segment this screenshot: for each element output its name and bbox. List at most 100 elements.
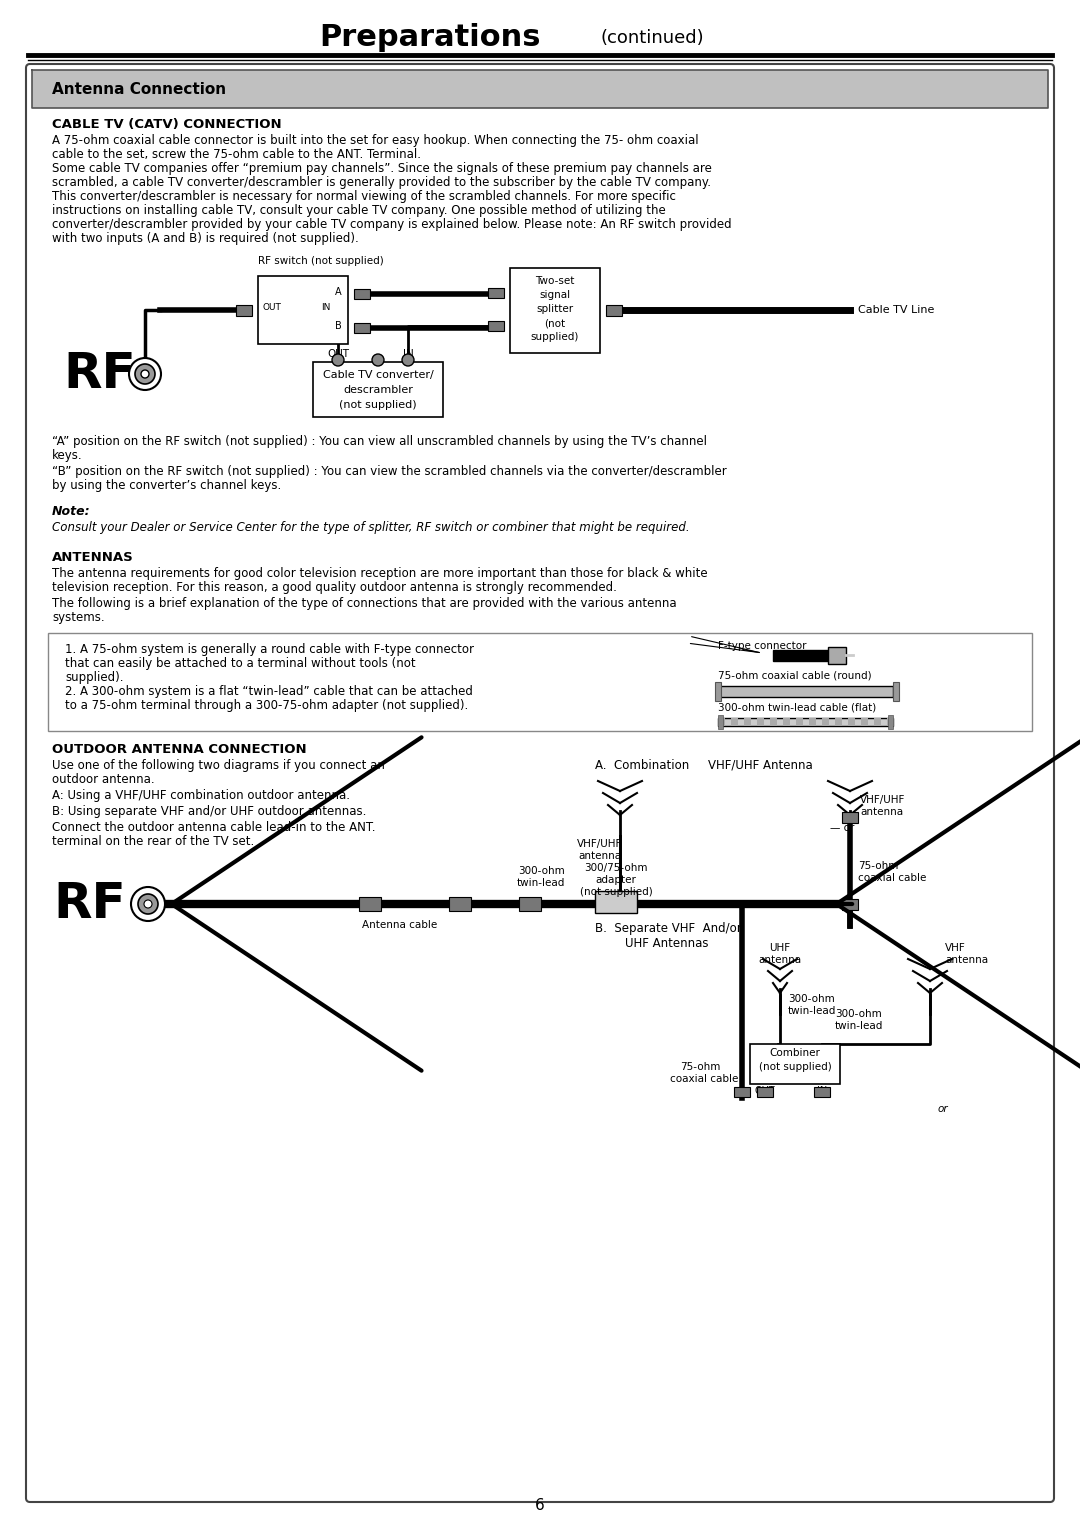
Bar <box>773 651 828 661</box>
Text: IN: IN <box>322 302 330 312</box>
Text: OUT: OUT <box>327 350 349 359</box>
Text: (not: (not <box>544 318 566 328</box>
Text: by using the converter’s channel keys.: by using the converter’s channel keys. <box>52 479 281 492</box>
Text: F-type connector: F-type connector <box>718 641 807 651</box>
Text: RF: RF <box>64 350 136 399</box>
Circle shape <box>144 899 152 909</box>
Text: Combiner: Combiner <box>770 1048 821 1058</box>
Text: that can easily be attached to a terminal without tools (not: that can easily be attached to a termina… <box>65 657 416 670</box>
Text: — or: — or <box>831 823 854 834</box>
Text: VHF/UHF: VHF/UHF <box>860 796 905 805</box>
Text: descrambler: descrambler <box>343 385 413 395</box>
Bar <box>354 324 370 333</box>
Text: twin-lead: twin-lead <box>835 1022 883 1031</box>
FancyBboxPatch shape <box>26 64 1054 1503</box>
Text: Cable TV Line: Cable TV Line <box>858 305 934 315</box>
Text: or: or <box>939 1104 948 1115</box>
Bar <box>718 686 893 696</box>
Text: The following is a brief explanation of the type of connections that are provide: The following is a brief explanation of … <box>52 597 677 609</box>
Bar <box>822 718 829 725</box>
Bar <box>734 1087 750 1096</box>
Text: antenna: antenna <box>860 806 903 817</box>
Text: Consult your Dealer or Service Center for the type of splitter, RF switch or com: Consult your Dealer or Service Center fo… <box>52 521 690 534</box>
Text: Preparations: Preparations <box>320 23 541 52</box>
Text: Two-set: Two-set <box>536 276 575 286</box>
Text: A.  Combination     VHF/UHF Antenna: A. Combination VHF/UHF Antenna <box>595 759 813 773</box>
Text: 300-ohm twin-lead cable (flat): 300-ohm twin-lead cable (flat) <box>718 702 876 713</box>
Text: 75-ohm coaxial cable (round): 75-ohm coaxial cable (round) <box>718 670 872 681</box>
Bar <box>718 718 725 725</box>
Text: outdoor antenna.: outdoor antenna. <box>52 773 154 786</box>
Bar <box>828 647 846 664</box>
Bar <box>835 718 842 725</box>
Text: This converter/descrambler is necessary for normal viewing of the scrambled chan: This converter/descrambler is necessary … <box>52 189 676 203</box>
Text: A: A <box>335 287 341 296</box>
Text: 6: 6 <box>535 1498 545 1513</box>
Text: television reception. For this reason, a good quality outdoor antenna is strongl: television reception. For this reason, a… <box>52 580 617 594</box>
Bar <box>32 70 1048 108</box>
Circle shape <box>129 357 161 389</box>
Text: Connect the outdoor antenna cable lead-in to the ANT.: Connect the outdoor antenna cable lead-i… <box>52 822 376 834</box>
Text: 300/75-ohm: 300/75-ohm <box>584 863 648 873</box>
Text: ANTENNAS: ANTENNAS <box>52 551 134 563</box>
Bar <box>488 289 504 298</box>
Text: instructions on installing cable TV, consult your cable TV company. One possible: instructions on installing cable TV, con… <box>52 205 665 217</box>
Text: 300-ohm: 300-ohm <box>835 1009 881 1019</box>
Bar <box>842 812 858 823</box>
Text: scrambled, a cable TV converter/descrambler is generally provided to the subscri: scrambled, a cable TV converter/descramb… <box>52 176 711 189</box>
Text: adapter: adapter <box>595 875 636 886</box>
Bar <box>809 718 816 725</box>
Text: Antenna cable: Antenna cable <box>363 919 437 930</box>
Circle shape <box>332 354 345 366</box>
Text: OUT: OUT <box>262 302 282 312</box>
Text: B: Using separate VHF and/or UHF outdoor antennas.: B: Using separate VHF and/or UHF outdoor… <box>52 805 366 818</box>
Bar <box>757 718 764 725</box>
Bar <box>718 715 723 728</box>
Text: to a 75-ohm terminal through a 300-75-ohm adapter (not supplied).: to a 75-ohm terminal through a 300-75-oh… <box>65 699 469 712</box>
Circle shape <box>131 887 165 921</box>
Text: signal: signal <box>539 290 570 299</box>
Text: (not supplied): (not supplied) <box>580 887 652 896</box>
Bar <box>796 718 804 725</box>
Bar <box>887 718 894 725</box>
Text: B.  Separate VHF  And/or: B. Separate VHF And/or <box>595 922 742 935</box>
Bar <box>757 1087 773 1096</box>
Bar <box>783 718 789 725</box>
Bar <box>731 718 738 725</box>
Bar <box>48 634 1032 731</box>
Text: supplied).: supplied). <box>65 670 123 684</box>
Text: (not supplied): (not supplied) <box>339 400 417 411</box>
Bar <box>606 305 622 316</box>
Text: Some cable TV companies offer “premium pay channels”. Since the signals of these: Some cable TV companies offer “premium p… <box>52 162 712 176</box>
Circle shape <box>138 893 158 915</box>
Text: RF: RF <box>54 880 126 928</box>
Text: The antenna requirements for good color television reception are more important : The antenna requirements for good color … <box>52 567 707 580</box>
Text: UHF: UHF <box>769 944 791 953</box>
Text: supplied): supplied) <box>530 331 579 342</box>
Text: IN: IN <box>403 350 414 359</box>
Text: 1. A 75-ohm system is generally a round cable with F-type connector: 1. A 75-ohm system is generally a round … <box>65 643 474 657</box>
Bar <box>258 276 348 344</box>
Bar <box>848 718 855 725</box>
Text: 2. A 300-ohm system is a flat “twin-lead” cable that can be attached: 2. A 300-ohm system is a flat “twin-lead… <box>65 686 473 698</box>
Bar <box>744 718 751 725</box>
Text: twin-lead: twin-lead <box>788 1006 836 1015</box>
Text: Use one of the following two diagrams if you connect an: Use one of the following two diagrams if… <box>52 759 384 773</box>
Text: RF switch (not supplied): RF switch (not supplied) <box>258 257 383 266</box>
Bar <box>359 896 381 912</box>
Text: keys.: keys. <box>52 449 83 463</box>
Text: “B” position on the RF switch (not supplied) : You can view the scrambled channe: “B” position on the RF switch (not suppl… <box>52 466 727 478</box>
Bar <box>842 899 858 910</box>
Bar <box>510 269 600 353</box>
Bar <box>718 718 893 725</box>
Text: “A” position on the RF switch (not supplied) : You can view all unscrambled chan: “A” position on the RF switch (not suppl… <box>52 435 707 447</box>
Text: converter/descrambler provided by your cable TV company is explained below. Plea: converter/descrambler provided by your c… <box>52 218 731 231</box>
Bar <box>814 1087 831 1096</box>
Text: 75-ohm: 75-ohm <box>680 1061 720 1072</box>
Circle shape <box>135 363 156 383</box>
Text: 75-ohm: 75-ohm <box>858 861 899 870</box>
Text: UHF Antennas: UHF Antennas <box>625 938 708 950</box>
Text: OUTDOOR ANTENNA CONNECTION: OUTDOOR ANTENNA CONNECTION <box>52 744 307 756</box>
Bar <box>888 715 893 728</box>
Text: coaxial cable: coaxial cable <box>670 1073 739 1084</box>
